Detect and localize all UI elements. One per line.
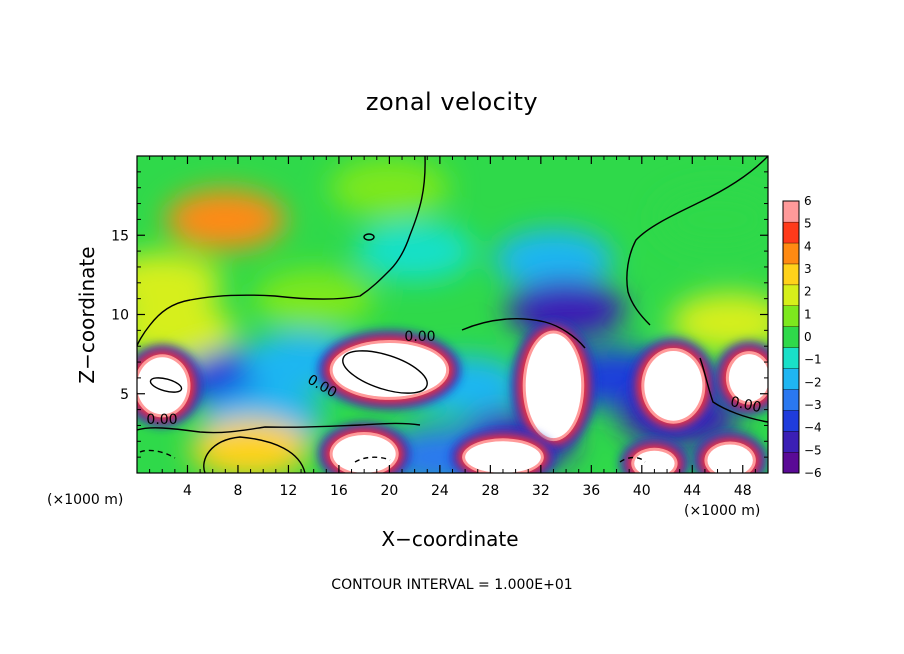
x-tick-label-0: 4: [183, 483, 192, 499]
zero-contour-mid: [461, 318, 586, 349]
field-feature-6: [657, 189, 768, 250]
colorbar-label-1: 5: [804, 217, 812, 231]
field-feature-3: [493, 229, 614, 290]
x-tick-label-10: 44: [683, 483, 701, 499]
zero-contour-right: [626, 156, 768, 326]
colorbar-swatch-1: [783, 431, 799, 453]
saturated-region-6: [714, 342, 768, 414]
colorbar-swatch-8: [783, 284, 799, 306]
heatmap-field: 0.000.000.000.00: [137, 156, 768, 473]
colorbar-swatch-7: [783, 305, 799, 327]
colorbar-swatch-6: [783, 326, 799, 348]
colorbar-label-6: 0: [804, 330, 812, 344]
colorbar-label-12: −6: [804, 466, 822, 480]
x-tick-label-4: 20: [380, 483, 398, 499]
x-tick-label-1: 8: [233, 483, 242, 499]
x-tick-label-9: 40: [633, 483, 651, 499]
contour-label-0: 0.00: [146, 412, 177, 428]
colorbar-label-11: −5: [804, 443, 822, 457]
field-feature-1: [329, 157, 450, 218]
x-unit-left: (×1000 m): [47, 492, 124, 508]
colorbar: 6 5 4 3 2 1 0 −1 −2 −3 −4 −5 −6: [782, 194, 822, 480]
colorbar-label-10: −4: [804, 421, 822, 435]
colorbar-swatch-12: [783, 201, 799, 222]
colorbar-swatch-9: [783, 263, 799, 285]
zero-contour-midright: [699, 357, 768, 423]
contour-loop-left: [149, 377, 183, 393]
zero-contour-bottom: [203, 436, 306, 473]
colorbar-label-0: 6: [804, 194, 812, 208]
saturated-region-3: [318, 422, 410, 473]
contour-interval-note: CONTOUR INTERVAL = 1.000E+01: [331, 577, 573, 593]
contour-label-1: 0.00: [404, 329, 435, 345]
colorbar-swatch-3: [783, 389, 799, 411]
x-unit-right: (×1000 m): [684, 503, 761, 519]
saturated-region-0: [137, 345, 202, 427]
x-tick-label-11: 48: [734, 483, 752, 499]
contour-loop-small: [363, 233, 375, 241]
colorbar-label-9: −3: [804, 398, 822, 412]
colorbar-frame: [782, 200, 800, 474]
colorbar-label-8: −2: [804, 375, 822, 389]
x-tick-label-6: 28: [481, 483, 499, 499]
field-feature-0: [165, 189, 286, 250]
field-feature-4: [506, 279, 627, 340]
saturated-region-4: [451, 429, 555, 473]
zero-contour-lower: [137, 422, 421, 434]
colorbar-label-3: 3: [804, 262, 812, 276]
colorbar-label-4: 2: [804, 285, 812, 299]
colorbar-swatch-5: [783, 347, 799, 369]
colorbar-swatch-2: [783, 410, 799, 432]
contour-dashed-bottom-mid: [354, 456, 391, 463]
y-axis-label: Z−coordinate: [75, 246, 99, 384]
saturated-region-8: [620, 438, 689, 473]
contour-dashed-bottom-left: [139, 449, 176, 459]
colorbar-label-2: 4: [804, 239, 812, 253]
x-tick-label-7: 32: [532, 483, 550, 499]
x-axis-label: X−coordinate: [381, 527, 519, 551]
field-feature-5: [354, 221, 475, 282]
y-tick-label-2: 15: [111, 228, 129, 244]
chart-title: zonal velocity: [365, 88, 539, 116]
x-tick-label-8: 36: [582, 483, 600, 499]
zero-contour-upper: [137, 156, 426, 347]
colorbar-swatch-10: [783, 242, 799, 264]
x-tick-label-5: 24: [431, 483, 449, 499]
saturated-region-1: [318, 331, 461, 409]
y-tick-label-0: 5: [120, 387, 129, 403]
saturated-region-5: [630, 338, 717, 433]
saturated-region-2: [511, 321, 596, 451]
x-tick-label-3: 16: [330, 483, 348, 499]
colorbar-swatch-4: [783, 368, 799, 390]
colorbar-label-7: −1: [804, 353, 822, 367]
colorbar-label-5: 1: [804, 307, 812, 321]
x-tick-label-2: 12: [280, 483, 298, 499]
field-feature-8: [670, 292, 768, 353]
contour-loop-center: [342, 350, 428, 394]
colorbar-swatch-0: [783, 452, 799, 473]
colorbar-swatch-11: [783, 221, 799, 243]
y-tick-label-1: 10: [111, 308, 129, 324]
contour-dashed-bottom-right: [619, 456, 646, 463]
saturated-region-7: [693, 432, 767, 473]
contour-label-3: 0.00: [729, 394, 763, 416]
